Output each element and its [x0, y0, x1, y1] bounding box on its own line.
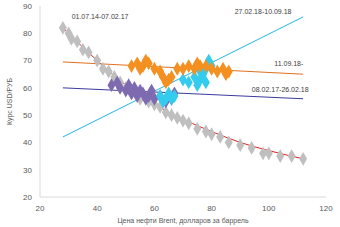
svg-text:20: 20: [23, 193, 32, 202]
svg-text:40: 40: [23, 138, 32, 147]
svg-text:60: 60: [23, 84, 32, 93]
svg-text:08.02.17-26.02.18: 08.02.17-26.02.18: [252, 86, 309, 93]
svg-text:40: 40: [93, 204, 102, 213]
svg-text:120: 120: [319, 204, 332, 213]
svg-text:11.09.18-: 11.09.18-: [274, 60, 304, 67]
svg-text:80: 80: [23, 29, 32, 38]
svg-text:27.02.18-10.09.18: 27.02.18-10.09.18: [235, 8, 292, 15]
svg-text:80: 80: [207, 204, 216, 213]
svg-text:Курс USD/РУБ: Курс USD/РУБ: [8, 78, 14, 126]
svg-text:100: 100: [262, 204, 276, 213]
svg-text:90: 90: [23, 2, 32, 11]
svg-text:20: 20: [36, 204, 45, 213]
svg-text:70: 70: [23, 56, 32, 65]
svg-text:50: 50: [23, 111, 32, 120]
svg-text:60: 60: [150, 204, 159, 213]
svg-text:30: 30: [23, 166, 32, 175]
svg-text:Цена нефти Brent, долларов за: Цена нефти Brent, долларов за баррель: [117, 217, 248, 225]
svg-text:01.07.14-07.02.17: 01.07.14-07.02.17: [72, 13, 129, 20]
